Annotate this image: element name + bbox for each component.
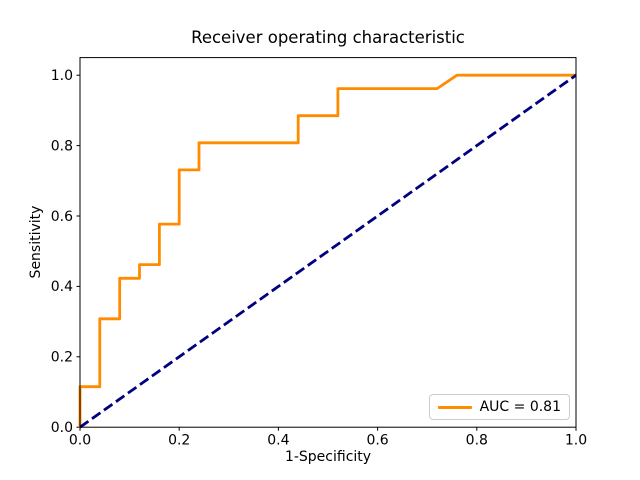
y-tick-label: 0.4 bbox=[51, 279, 73, 295]
x-tick-label: 0.4 bbox=[267, 433, 289, 449]
y-tick-label: 0.8 bbox=[51, 138, 73, 154]
y-tick-label: 0.2 bbox=[51, 350, 73, 366]
legend-line-swatch bbox=[437, 405, 472, 409]
axes-frame bbox=[79, 57, 577, 428]
x-axis-label: 1-Specificity bbox=[284, 449, 372, 465]
y-tick-label: 1.0 bbox=[51, 68, 73, 84]
x-tick-label: 0.2 bbox=[168, 433, 190, 449]
series-roc-curve bbox=[78, 73, 576, 428]
chart-title: Receiver operating characteristic bbox=[191, 28, 465, 47]
legend: AUC = 0.81 bbox=[428, 394, 570, 420]
legend-label: AUC = 0.81 bbox=[479, 399, 561, 415]
y-tick-label: 0.6 bbox=[51, 209, 73, 225]
y-axis-label: Sensitivity bbox=[28, 205, 44, 279]
x-tick-label: 0.6 bbox=[366, 433, 388, 449]
x-tick-label: 0.8 bbox=[466, 433, 488, 449]
series-chance-diagonal bbox=[79, 74, 577, 429]
x-tick-label: 0.0 bbox=[69, 433, 91, 449]
x-tick-label: 1.0 bbox=[565, 433, 587, 449]
y-tick-label: 0.0 bbox=[51, 420, 73, 436]
